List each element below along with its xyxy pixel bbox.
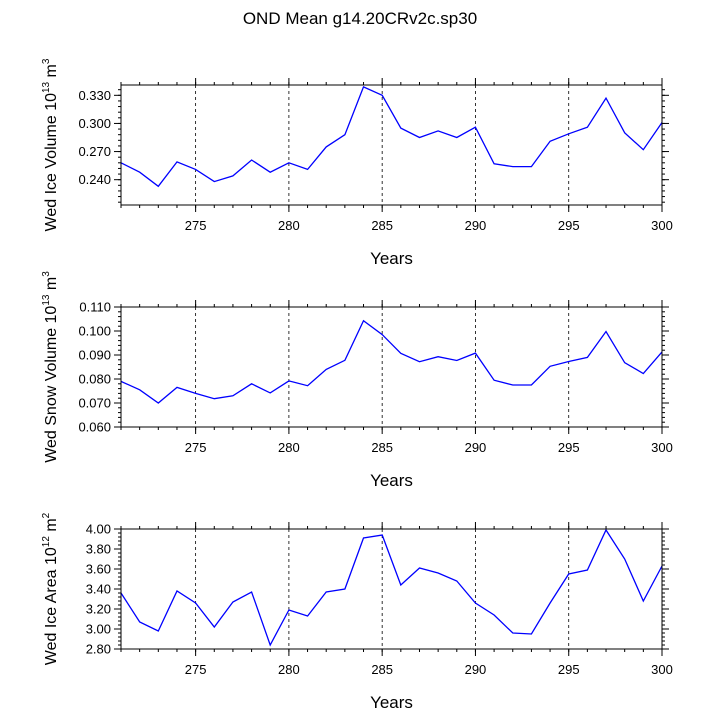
y-tick-label: 0.090 — [78, 348, 111, 363]
y-axis-label-unit: m — [43, 277, 60, 295]
x-tick-label: 300 — [651, 662, 673, 677]
x-tick-label: 300 — [651, 440, 673, 455]
chart-panel-3: 275 280 285 290 295 300 2.80 3.00 3.20 3.40 3.60 3.… — [41, 512, 673, 710]
figure-title: OND Mean g14.20CRv2c.sp30 — [243, 9, 477, 28]
y-tick-label: 0.100 — [78, 324, 111, 339]
x-tick-label: 275 — [185, 440, 207, 455]
y-axis-label-exponent: 13 — [41, 81, 52, 93]
x-tick-label: 295 — [558, 218, 580, 233]
y-axis-label: Wed Ice Volume 1013 m3 — [41, 58, 60, 231]
series-line — [120, 319, 663, 404]
y-axis-label-unit: m — [43, 518, 60, 536]
y-tick-label: 0.330 — [78, 88, 111, 103]
y-tick-label: 2.80 — [86, 642, 111, 657]
chart-panel-2: 275 280 285 290 295 300 0.060 0.070 0.080 0.090 0.… — [41, 271, 673, 490]
y-tick-label: 3.00 — [86, 622, 111, 637]
plot-frame — [120, 84, 663, 206]
y-tick-label: 3.40 — [86, 582, 111, 597]
x-tick-label: 290 — [465, 440, 487, 455]
y-axis-label-unit-exponent: 3 — [41, 271, 52, 277]
y-axis-label-text: Wed Ice Area 10 — [43, 547, 60, 665]
x-axis-label: Years — [370, 249, 413, 268]
x-tick-label: 285 — [371, 218, 393, 233]
x-tick-label: 275 — [185, 218, 207, 233]
x-tick-label: 280 — [278, 662, 300, 677]
y-tick-label: 0.070 — [78, 396, 111, 411]
chart-panels: 275 280 285 290 295 300 0.240 0.270 0.300 0.330 Ye… — [41, 58, 673, 710]
x-tick-label: 300 — [651, 218, 673, 233]
y-tick-label: 0.080 — [78, 372, 111, 387]
chart-panel-1: 275 280 285 290 295 300 0.240 0.270 0.300 0.330 Ye… — [41, 58, 673, 268]
y-axis-label-exponent: 13 — [41, 294, 52, 306]
x-tick-label: 295 — [558, 662, 580, 677]
y-tick-label: 0.300 — [78, 116, 111, 131]
x-tick-label: 285 — [371, 440, 393, 455]
y-axis-label-text: Wed Ice Volume 10 — [43, 93, 60, 232]
x-axis-label: Years — [370, 693, 413, 710]
y-tick-label: 0.060 — [78, 420, 111, 435]
y-tick-label: 4.00 — [86, 522, 111, 537]
y-axis-label-unit: m — [43, 64, 60, 82]
y-axis-label-exponent: 12 — [41, 536, 52, 548]
series-line — [120, 528, 663, 647]
y-tick-label: 0.270 — [78, 144, 111, 159]
y-tick-label: 3.60 — [86, 562, 111, 577]
x-tick-label: 275 — [185, 662, 207, 677]
y-tick-label: 3.80 — [86, 542, 111, 557]
x-tick-label: 285 — [371, 662, 393, 677]
y-axis-label: Wed Snow Volume 1013 m3 — [41, 271, 60, 463]
plot-frame — [120, 528, 663, 650]
x-tick-label: 290 — [465, 218, 487, 233]
y-axis-label-text: Wed Snow Volume 10 — [43, 306, 60, 463]
y-axis-label-unit-exponent: 2 — [41, 512, 52, 518]
y-tick-label: 0.240 — [78, 172, 111, 187]
series-line — [120, 86, 663, 188]
x-tick-label: 280 — [278, 440, 300, 455]
y-tick-label: 0.110 — [79, 300, 111, 315]
y-axis-label: Wed Ice Area 1012 m2 — [41, 512, 60, 665]
x-tick-label: 290 — [465, 662, 487, 677]
x-tick-label: 280 — [278, 218, 300, 233]
plot-frame — [120, 306, 663, 428]
x-axis-label: Years — [370, 471, 413, 490]
x-tick-label: 295 — [558, 440, 580, 455]
y-axis-label-unit-exponent: 3 — [41, 58, 52, 64]
y-tick-label: 3.20 — [86, 602, 111, 617]
